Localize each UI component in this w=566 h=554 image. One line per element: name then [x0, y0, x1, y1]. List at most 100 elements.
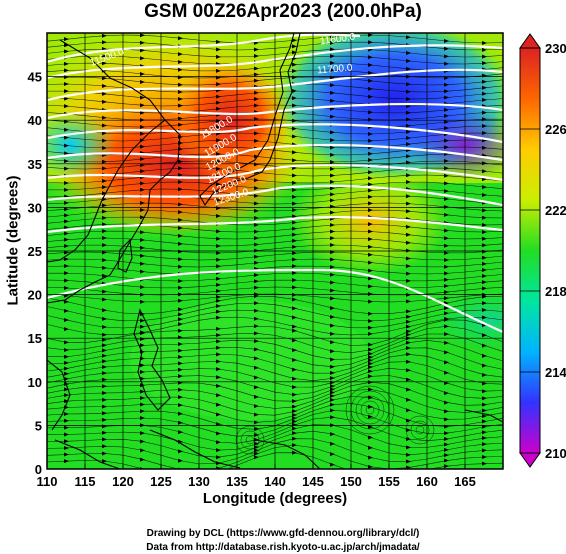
wind-arrow [64, 187, 69, 192]
wind-arrow [406, 136, 411, 141]
wind-arrow [444, 306, 449, 311]
wind-arrow [368, 351, 373, 356]
wind-arrow [216, 402, 221, 407]
wind-arrow [368, 170, 373, 175]
streamline [47, 319, 503, 346]
wind-arrow [102, 377, 107, 382]
streamline [47, 244, 503, 254]
wind-arrow [444, 107, 449, 112]
wind-arrow [368, 435, 373, 440]
wind-arrow [330, 288, 335, 293]
wind-arrow [482, 131, 487, 136]
wind-arrow [292, 376, 297, 381]
wind-arrow [178, 420, 183, 425]
wind-arrow [368, 325, 373, 330]
wind-arrow [254, 404, 259, 409]
wind-arrow [292, 187, 297, 192]
wind-arrow [102, 289, 107, 294]
wind-arrow [368, 347, 373, 352]
wind-arrow [368, 445, 373, 450]
wind-arrow [330, 370, 335, 375]
wind-arrow [102, 430, 107, 435]
wind-arrow [444, 82, 449, 87]
streamline [47, 160, 503, 170]
streamline [47, 295, 503, 315]
wind-arrow [140, 324, 145, 329]
wind-arrow [444, 350, 449, 355]
wind-arrow [292, 244, 297, 249]
wind-arrow [368, 194, 373, 199]
wind-arrow [444, 340, 449, 345]
streamline [47, 258, 503, 268]
wind-arrow [330, 376, 335, 381]
wind-arrow [216, 448, 221, 453]
wind-arrow [178, 249, 183, 254]
wind-arrow [216, 345, 221, 350]
wind-arrow [102, 308, 107, 313]
wind-arrow [444, 159, 449, 164]
wind-arrow [482, 192, 487, 197]
wind-arrow [140, 144, 145, 149]
wind-arrow [406, 66, 411, 71]
wind-arrow [330, 47, 335, 52]
wind-arrow [178, 257, 183, 262]
wind-arrow [406, 278, 411, 283]
wind-arrow [368, 276, 373, 281]
wind-arrow [216, 257, 221, 262]
wind-arrow [406, 35, 411, 40]
wind-arrow [368, 292, 373, 297]
wind-arrow [254, 72, 259, 77]
wind-arrow [368, 284, 373, 289]
wind-arrow [368, 268, 373, 273]
wind-arrow [292, 404, 297, 409]
streamline [47, 251, 503, 261]
wind-arrow [482, 408, 487, 413]
wind-arrow [178, 285, 183, 290]
wind-arrow [330, 384, 335, 389]
wind-arrow [368, 369, 373, 374]
height-contour [47, 44, 503, 80]
wind-arrow [140, 431, 145, 436]
streamline [47, 97, 503, 107]
wind-arrow [254, 208, 259, 213]
wind-arrow [178, 96, 183, 101]
streamline [47, 153, 503, 163]
wind-arrow [102, 76, 107, 81]
coastlines [47, 33, 503, 469]
wind-arrow [216, 243, 221, 248]
wind-arrow [64, 299, 69, 304]
wind-arrow [178, 202, 183, 207]
wind-arrow [444, 54, 449, 59]
wind-arrow [254, 339, 259, 344]
wind-arrow [292, 278, 297, 283]
wind-arrow [406, 324, 411, 329]
wind-arrow [292, 264, 297, 269]
wind-arrow [482, 124, 487, 129]
wind-arrow [140, 110, 145, 115]
wind-arrow [444, 296, 449, 301]
wind-arrow [368, 158, 373, 163]
height-contour [47, 68, 503, 102]
wind-arrow [368, 33, 373, 38]
wind-arrow [254, 103, 259, 108]
eddy [360, 400, 380, 420]
streamline [47, 69, 503, 79]
wind-arrow [254, 90, 259, 95]
wind-arrow [292, 68, 297, 73]
streamline [47, 316, 503, 336]
wind-arrow [254, 162, 259, 167]
wind-arrow [444, 360, 449, 365]
wind-arrow [216, 198, 221, 203]
wind-arrow [292, 431, 297, 436]
wind-arrow [406, 194, 411, 199]
wind-arrow [216, 333, 221, 338]
wind-arrow [292, 111, 297, 116]
wind-arrow [406, 408, 411, 413]
wind-arrow [444, 95, 449, 100]
wind-arrow [254, 420, 259, 425]
wind-arrow [178, 264, 183, 269]
wind-arrow [102, 348, 107, 353]
wind-arrow [330, 280, 335, 285]
streamline [47, 438, 503, 465]
wind-arrow [368, 40, 373, 45]
